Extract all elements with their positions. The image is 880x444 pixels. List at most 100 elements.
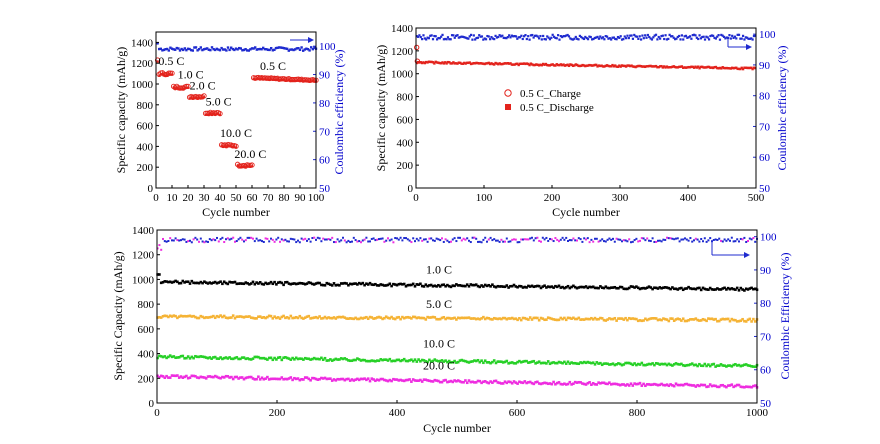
- efficiency-point: [487, 35, 490, 38]
- efficiency-point: [300, 237, 303, 240]
- capacity-point: [444, 359, 447, 362]
- capacity-point: [170, 281, 174, 284]
- capacity-point: [210, 315, 213, 319]
- capacity-point: [347, 317, 350, 320]
- capacity-point-discharge: [182, 88, 185, 91]
- capacity-point-discharge: [311, 79, 314, 82]
- efficiency-point: [673, 38, 677, 41]
- x-tick-label: 800: [629, 407, 646, 419]
- capacity-point: [570, 317, 573, 321]
- discharge-point: [713, 66, 716, 69]
- capacity-point: [714, 384, 717, 388]
- capacity-point: [381, 283, 384, 287]
- capacity-point: [543, 381, 546, 385]
- efficiency-point: [268, 240, 271, 243]
- capacity-point: [730, 317, 734, 321]
- capacity-point: [194, 315, 197, 319]
- capacity-point: [564, 383, 568, 386]
- capacity-point: [737, 363, 741, 367]
- capacity-point: [753, 384, 757, 387]
- capacity-point: [645, 318, 649, 322]
- efficiency-point: [666, 236, 668, 239]
- capacity-point: [208, 281, 212, 284]
- capacity-point: [588, 317, 591, 321]
- capacity-point: [663, 317, 667, 321]
- efficiency-point: [226, 237, 229, 240]
- capacity-point: [260, 282, 264, 286]
- capacity-point-discharge: [171, 73, 173, 76]
- efficiency-point: [482, 238, 485, 241]
- capacity-point: [392, 377, 395, 381]
- capacity-point: [516, 285, 519, 289]
- capacity-point: [428, 379, 431, 383]
- efficiency-point: [737, 33, 741, 36]
- capacity-point: [494, 317, 498, 320]
- capacity-point: [170, 355, 174, 359]
- capacity-point: [366, 359, 370, 363]
- capacity-point: [537, 382, 541, 385]
- capacity-point: [595, 318, 599, 321]
- discharge-point: [567, 64, 571, 68]
- efficiency-point: [705, 240, 708, 243]
- efficiency-point: [427, 37, 431, 40]
- discharge-point: [454, 62, 458, 65]
- efficiency-point: [478, 34, 481, 37]
- capacity-point: [563, 360, 566, 364]
- capacity-point: [577, 286, 581, 289]
- capacity-point-discharge: [207, 113, 210, 116]
- capacity-point: [330, 284, 334, 287]
- capacity-point: [424, 318, 428, 321]
- capacity-point: [165, 314, 168, 318]
- capacity-point: [608, 381, 611, 384]
- efficiency-point: [438, 37, 441, 40]
- discharge-point: [612, 65, 616, 68]
- capacity-point: [237, 357, 240, 361]
- discharge-point: [574, 63, 577, 66]
- capacity-point: [548, 285, 552, 289]
- efficiency-point: [729, 239, 731, 242]
- efficiency-point: [204, 47, 207, 51]
- efficiency-point: [657, 35, 660, 39]
- efficiency-point: [206, 47, 209, 50]
- efficiency-point: [410, 241, 413, 244]
- efficiency-point: [748, 237, 751, 240]
- capacity-point: [654, 362, 658, 365]
- efficiency-point: [511, 238, 514, 241]
- capacity-point: [437, 317, 440, 321]
- capacity-point: [716, 287, 719, 290]
- efficiency-point: [439, 239, 442, 242]
- efficiency-point: [385, 239, 388, 242]
- discharge-point: [740, 66, 743, 70]
- discharge-point: [711, 66, 715, 70]
- efficiency-point: [433, 34, 436, 38]
- discharge-point: [737, 67, 741, 71]
- capacity-point: [528, 316, 532, 319]
- capacity-point: [386, 316, 390, 320]
- efficiency-point: [750, 238, 753, 241]
- capacity-point: [404, 378, 408, 382]
- efficiency-point: [574, 35, 577, 39]
- efficiency-point: [264, 237, 267, 240]
- efficiency-point: [257, 48, 260, 51]
- capacity-point: [532, 382, 536, 386]
- capacity-point: [584, 361, 588, 365]
- capacity-point: [183, 281, 186, 284]
- capacity-point: [752, 365, 755, 368]
- capacity-point: [550, 361, 554, 365]
- capacity-point: [582, 360, 586, 364]
- capacity-point: [275, 377, 278, 381]
- capacity-point: [278, 355, 282, 359]
- capacity-point: [649, 383, 653, 387]
- panel-c-frame: [156, 229, 758, 404]
- y-tick-label: 1400: [132, 225, 155, 237]
- capacity-point: [336, 283, 339, 287]
- capacity-point-discharge: [225, 145, 228, 148]
- efficiency-point: [471, 236, 474, 239]
- capacity-point: [629, 317, 633, 321]
- efficiency-point: [191, 49, 194, 52]
- capacity-point: [321, 316, 325, 320]
- capacity-point: [557, 360, 561, 364]
- efficiency-point: [578, 34, 581, 38]
- capacity-point: [458, 284, 462, 287]
- capacity-point: [660, 382, 663, 386]
